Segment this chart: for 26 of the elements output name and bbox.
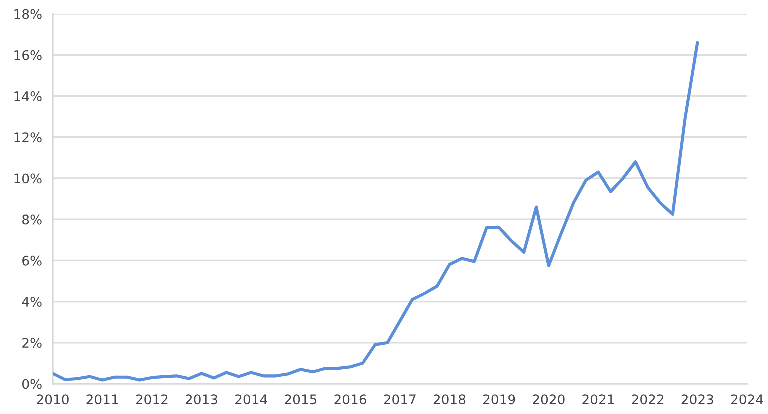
x-tick-label: 2022 — [632, 394, 664, 405]
y-tick-label: 8% — [22, 214, 42, 225]
y-tick-label: 10% — [14, 174, 42, 184]
y-tick-label: 4% — [22, 297, 42, 307]
x-tick-label: 2019 — [483, 394, 516, 405]
y-tick-label: 16% — [14, 50, 42, 60]
x-tick-label: 2021 — [582, 394, 614, 405]
y-tick-label: 0% — [22, 379, 42, 390]
x-tick-label: 2012 — [136, 394, 168, 405]
y-tick-label: 2% — [22, 338, 42, 348]
y-tick-label: 18% — [14, 9, 42, 20]
x-tick-label: 2018 — [434, 394, 466, 405]
line-series — [52, 41, 700, 382]
y-tick-label: 6% — [22, 256, 42, 266]
x-tick-label: 2013 — [186, 394, 218, 405]
x-tick-label: 2015 — [285, 394, 317, 405]
y-tick-label: 12% — [14, 132, 42, 143]
x-tick-label: 2011 — [86, 394, 118, 405]
x-tick-label: 2010 — [37, 394, 69, 405]
y-tick-label: 14% — [14, 92, 42, 102]
x-tick-label: 2016 — [334, 394, 366, 405]
x-tick-label: 2020 — [533, 394, 565, 405]
x-tick-label: 2017 — [384, 394, 416, 405]
x-tick-label: 2014 — [236, 394, 268, 405]
x-tick-label: 2023 — [682, 394, 714, 405]
x-tick-label: 2024 — [731, 394, 764, 405]
